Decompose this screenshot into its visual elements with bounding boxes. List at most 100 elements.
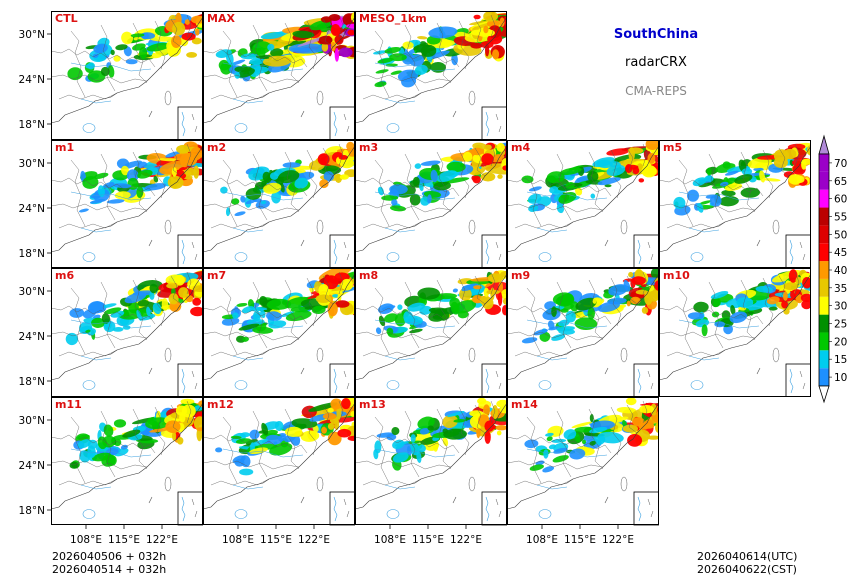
- south-china-sea-inset: [329, 106, 355, 140]
- south-china-sea-inset: [633, 234, 659, 269]
- south-china-sea-inset: [177, 363, 203, 397]
- lon-tick-label: 108°E: [222, 534, 254, 546]
- panel-label: m13: [359, 398, 386, 411]
- ensemble-panel: m2: [203, 140, 355, 269]
- colorbar-segment: [819, 261, 829, 279]
- panel-label: m10: [663, 269, 690, 282]
- valid-cst: 2026040622(CST): [697, 563, 797, 576]
- colorbar-tick-label: 15: [834, 354, 847, 366]
- panel-label: m5: [663, 141, 682, 154]
- colorbar-segment: [819, 189, 829, 208]
- lat-tick-label: 24°N: [19, 74, 45, 86]
- colorbar-extend-max: [818, 134, 830, 155]
- colorbar: 10 15 20 25 30 35 40 45 50 55 60 65 70: [818, 134, 847, 404]
- init-time-info: 2026040506 + 032h 2026040514 + 032h: [52, 550, 166, 576]
- south-china-sea-inset: [785, 234, 811, 269]
- axes-ticks: 30°N 24°N 18°N 30°N 24°N 18°N 30°N 24°N 18°N 30°N…: [19, 29, 634, 546]
- lat-tick-label: 30°N: [19, 29, 45, 41]
- ensemble-panel: MESO_1km: [355, 11, 507, 140]
- colorbar-tick-label: 50: [834, 229, 847, 241]
- lon-tick-label: 122°E: [146, 534, 178, 546]
- colorbar-segment: [819, 296, 829, 315]
- product-title: radarCRX: [625, 55, 687, 70]
- south-china-sea-inset: [633, 363, 659, 397]
- panel-label: CTL: [55, 12, 78, 25]
- colorbar-segment: [819, 332, 829, 351]
- south-china-sea-inset: [177, 106, 203, 140]
- lat-tick-label: 24°N: [19, 331, 45, 343]
- lon-tick-label: 108°E: [374, 534, 406, 546]
- init-line-2: 2026040514 + 032h: [52, 563, 167, 576]
- colorbar-segment: [819, 243, 829, 262]
- lon-tick-label: 122°E: [602, 534, 634, 546]
- radar-echo-field: [220, 141, 355, 217]
- colorbar-tick-label: 70: [834, 158, 847, 170]
- colorbar-tick-label: 60: [834, 194, 847, 206]
- panel-label: MAX: [207, 12, 235, 25]
- panel-label: m1: [55, 141, 74, 154]
- south-china-sea-inset: [329, 363, 355, 397]
- panel-label: m6: [55, 269, 74, 282]
- south-china-sea-inset: [481, 491, 507, 526]
- valid-time-info: 2026040614(UTC) 2026040622(CST): [697, 550, 797, 576]
- panel-label: m3: [359, 141, 378, 154]
- colorbar-segment: [819, 225, 829, 244]
- ensemble-panel: MAX: [203, 11, 355, 140]
- radar-echo-field: [521, 268, 659, 344]
- panel-label: m7: [207, 269, 226, 282]
- lon-tick-label: 115°E: [412, 534, 444, 546]
- ensemble-panel: m8: [355, 268, 507, 397]
- lat-tick-label: 24°N: [19, 203, 45, 215]
- south-china-sea-inset: [177, 491, 203, 526]
- colorbar-tick-label: 30: [834, 301, 847, 313]
- panel-label: m11: [55, 398, 82, 411]
- radar-echo-field: [687, 269, 811, 337]
- colorbar-segment: [819, 154, 829, 172]
- ensemble-panel: m6: [51, 268, 203, 397]
- lon-tick-label: 115°E: [564, 534, 596, 546]
- ensemble-panel: m11: [51, 397, 203, 526]
- lat-tick-label: 18°N: [19, 248, 45, 260]
- colorbar-tick-label: 25: [834, 319, 847, 331]
- region-title: SouthChina: [613, 27, 699, 42]
- colorbar-segment: [819, 368, 829, 386]
- radar-echo-field: [69, 398, 203, 469]
- ensemble-panel: m10: [659, 268, 811, 397]
- panel-label: m2: [207, 141, 226, 154]
- lat-tick-label: 30°N: [19, 158, 45, 170]
- panel-label: m4: [511, 141, 530, 154]
- ensemble-panel: m4: [507, 140, 659, 269]
- lon-tick-label: 115°E: [108, 534, 140, 546]
- system-title: CMA-REPS: [625, 84, 687, 98]
- panel-label: m9: [511, 269, 530, 282]
- panel-label: m12: [207, 398, 234, 411]
- lat-tick-label: 18°N: [19, 376, 45, 388]
- colorbar-tick-label: 65: [834, 176, 847, 188]
- lon-tick-label: 108°E: [70, 534, 102, 546]
- ensemble-panel: m9: [507, 268, 659, 397]
- ensemble-panel: m12: [203, 397, 355, 526]
- south-china-sea-inset: [481, 363, 507, 397]
- south-china-sea-inset: [785, 363, 811, 397]
- panel-label: m8: [359, 269, 378, 282]
- south-china-sea-inset: [481, 106, 507, 140]
- ensemble-panel: m14: [507, 397, 659, 526]
- lon-tick-label: 108°E: [526, 534, 558, 546]
- colorbar-tick-label: 10: [834, 372, 847, 384]
- radar-echo-field: [373, 397, 507, 471]
- init-line-1: 2026040506 + 032h: [52, 550, 167, 563]
- colorbar-segment: [819, 278, 829, 297]
- colorbar-segment: [819, 207, 829, 226]
- colorbar-tick-label: 45: [834, 247, 847, 259]
- ensemble-panel: m5: [659, 140, 811, 269]
- radar-echo-field: [524, 397, 659, 473]
- south-china-sea-inset: [329, 234, 355, 269]
- ensemble-panel: m7: [203, 268, 355, 397]
- colorbar-tick-label: 55: [834, 212, 847, 224]
- lat-tick-label: 18°N: [19, 119, 45, 131]
- colorbar-tick-label: 20: [834, 336, 847, 348]
- colorbar-segment: [819, 171, 829, 190]
- ensemble-panel: m13: [355, 397, 507, 526]
- south-china-sea-inset: [177, 234, 203, 269]
